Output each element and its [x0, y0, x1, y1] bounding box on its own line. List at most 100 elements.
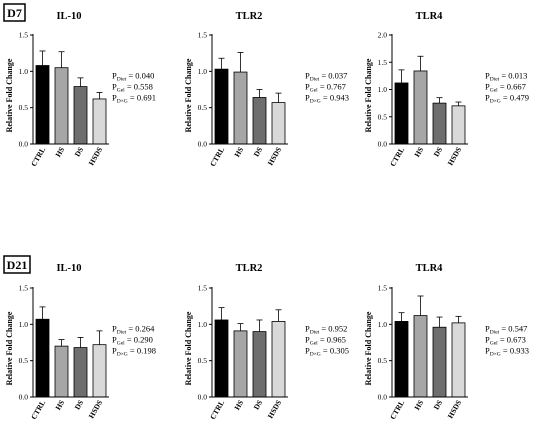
y-tick-label: 1.5 [19, 284, 29, 293]
p-value-diet: PDiet = 0.547 [485, 324, 527, 336]
p-value-dxg: PD×G = 0.933 [485, 346, 529, 358]
p-value-gel: PGel = 0.965 [305, 335, 346, 347]
bar-hsds [92, 98, 107, 145]
y-tick-label: 0.0 [378, 393, 388, 402]
p-number: = 0.691 [128, 93, 156, 103]
p-number: = 0.290 [125, 335, 153, 345]
y-tick-label: 1.5 [198, 284, 208, 293]
x-tick-label: CTRL [388, 399, 406, 422]
panel-label: D7 [7, 6, 22, 20]
y-tick-label: 1.5 [378, 284, 388, 293]
bar-ds [73, 86, 88, 145]
x-tick-label: DS [432, 399, 445, 412]
p-prefix: P [305, 324, 310, 334]
bar-ctrl [394, 82, 409, 145]
chart-d7-tlr2: TLR2 Relative Fold Change 0.0 0.5 1.0 1.5 CTRL… [184, 11, 349, 168]
p-prefix: P [485, 335, 490, 345]
chart-d7-tlr4: TLR4 Relative Fold Change 0.0 0.5 1.0 1.5 2.0 C… [364, 11, 529, 168]
p-subscript: D×G [490, 352, 501, 358]
p-prefix: P [112, 71, 117, 81]
p-prefix: P [112, 346, 117, 356]
x-tick-label: HSDS [446, 146, 464, 167]
bar-ds [252, 97, 267, 145]
p-number: = 0.037 [319, 71, 347, 81]
bar-ds [432, 326, 447, 398]
y-axis-label: Relative Fold Change [184, 58, 193, 132]
y-tick-label: 1.5 [19, 31, 29, 40]
p-value-dxg: PD×G = 0.943 [305, 93, 349, 105]
y-tick-label: 0.0 [19, 393, 29, 402]
bar-hsds [271, 102, 286, 145]
y-axis-label: Relative Fold Change [364, 58, 373, 132]
x-tick-label: DS [73, 399, 86, 412]
panel-label: D21 [7, 258, 28, 272]
p-prefix: P [485, 324, 490, 334]
x-tick-label: HSDS [446, 399, 464, 420]
p-prefix: P [305, 82, 310, 92]
chart-d7-il-10: IL-10 Relative Fold Change 0.0 0.5 1.0 1.5 CTR… [5, 11, 156, 168]
y-tick-label: 1.0 [19, 320, 29, 329]
p-value-gel: PGel = 0.290 [112, 335, 153, 347]
p-subscript: D×G [310, 99, 321, 105]
p-prefix: P [305, 335, 310, 345]
bar-hs [233, 330, 248, 398]
y-tick-label: 0.5 [19, 103, 29, 112]
y-axis-label: Relative Fold Change [5, 58, 14, 132]
x-tick-label: DS [252, 399, 265, 412]
p-prefix: P [305, 346, 310, 356]
p-number: = 0.040 [126, 71, 154, 81]
p-prefix: P [112, 335, 117, 345]
p-value-dxg: PD×G = 0.305 [305, 346, 349, 358]
y-tick-label: 0.0 [198, 393, 208, 402]
p-subscript: D×G [117, 99, 128, 105]
bar-hsds [451, 105, 466, 145]
y-tick-label: 0.0 [19, 140, 29, 149]
p-value-gel: PGel = 0.558 [112, 82, 153, 94]
p-number: = 0.673 [498, 335, 526, 345]
x-tick-label: HS [53, 146, 66, 159]
bar-ds [432, 102, 447, 145]
x-tick-label: DS [73, 146, 86, 159]
p-value-dxg: PD×G = 0.691 [112, 93, 156, 105]
p-value-dxg: PD×G = 0.479 [485, 93, 529, 105]
chart-d21-tlr2: TLR2 Relative Fold Change 0.0 0.5 1.0 1.5 CTRL… [184, 263, 349, 421]
bar-hs [54, 345, 69, 398]
p-value-diet: PDiet = 0.037 [305, 71, 347, 83]
bar-hs [413, 70, 428, 145]
bar-ctrl [35, 65, 50, 145]
p-number: = 0.547 [499, 324, 527, 334]
p-subscript: Gel [310, 88, 318, 94]
p-number: = 0.558 [125, 82, 153, 92]
p-value-diet: PDiet = 0.952 [305, 324, 347, 336]
y-tick-label: 1.0 [198, 320, 208, 329]
p-subscript: Gel [117, 341, 125, 347]
p-value-dxg: PD×G = 0.198 [112, 346, 156, 358]
x-tick-label: HSDS [87, 399, 105, 420]
x-tick-label: HS [412, 146, 425, 159]
p-value-diet: PDiet = 0.040 [112, 71, 154, 83]
bar-hsds [92, 344, 107, 398]
p-number: = 0.667 [498, 82, 526, 92]
p-number: = 0.264 [126, 324, 155, 334]
p-value-gel: PGel = 0.667 [485, 82, 526, 94]
p-prefix: P [485, 82, 490, 92]
x-tick-label: HSDS [266, 146, 284, 167]
p-number: = 0.952 [319, 324, 347, 334]
p-value-diet: PDiet = 0.013 [485, 71, 527, 83]
x-tick-label: HS [232, 399, 245, 412]
y-tick-label: 1.0 [378, 85, 388, 94]
p-subscript: D×G [490, 99, 501, 105]
y-tick-label: 0.5 [198, 103, 208, 112]
x-tick-label: HS [232, 146, 245, 159]
bar-ds [252, 331, 267, 398]
y-tick-label: 1.0 [198, 67, 208, 76]
p-subscript: Gel [310, 341, 318, 347]
bar-ctrl [214, 68, 229, 145]
p-prefix: P [305, 71, 310, 81]
p-prefix: P [112, 93, 117, 103]
chart-title: TLR4 [416, 11, 444, 22]
p-number: = 0.305 [321, 346, 349, 356]
x-tick-label: DS [252, 146, 265, 159]
y-tick-label: 0.5 [378, 356, 388, 365]
p-subscript: D×G [117, 352, 128, 358]
